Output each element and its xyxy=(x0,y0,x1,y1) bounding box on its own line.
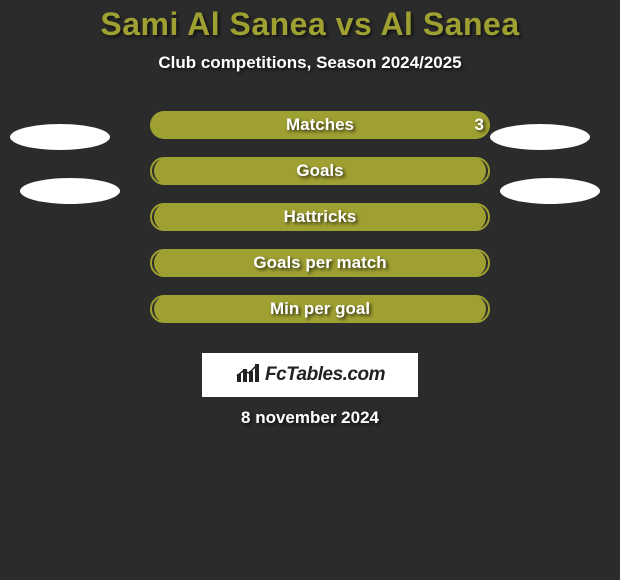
comparison-title: Sami Al Sanea vs Al Sanea xyxy=(0,0,620,43)
stat-label: Goals per match xyxy=(150,249,490,277)
generated-date: 8 november 2024 xyxy=(0,408,620,428)
stat-row: Goals per match xyxy=(10,249,610,295)
stat-label: Goals xyxy=(150,157,490,185)
logo-bars-icon xyxy=(235,362,261,389)
stat-label: Min per goal xyxy=(150,295,490,323)
stat-value: 3 xyxy=(454,111,484,139)
decorative-ellipse xyxy=(10,124,110,150)
decorative-ellipse xyxy=(490,124,590,150)
decorative-ellipse xyxy=(500,178,600,204)
stat-label: Hattricks xyxy=(150,203,490,231)
decorative-ellipse xyxy=(20,178,120,204)
logo-text: FcTables.com xyxy=(265,364,385,386)
stat-label: Matches xyxy=(150,111,490,139)
comparison-subtitle: Club competitions, Season 2024/2025 xyxy=(0,53,620,73)
fctables-logo: FcTables.com xyxy=(202,353,418,397)
stat-row: Hattricks xyxy=(10,203,610,249)
stat-row: Min per goal xyxy=(10,295,610,341)
